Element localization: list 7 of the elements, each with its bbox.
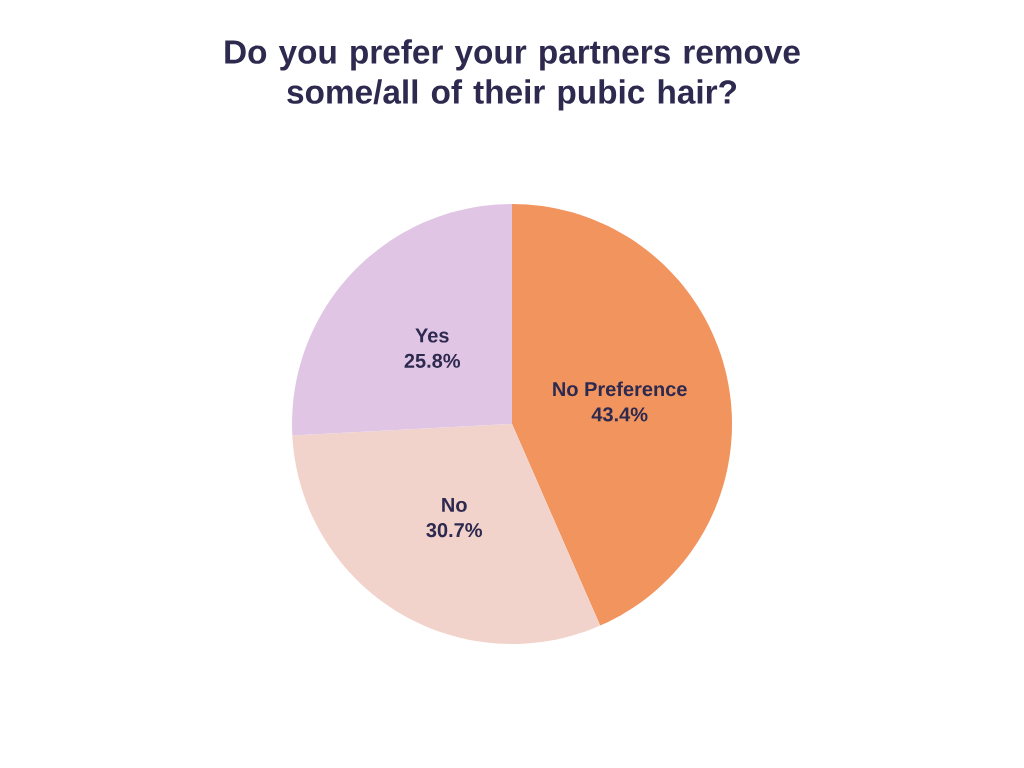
slice-label: No — [442, 497, 467, 512]
data-label: 43.4% — [591, 407, 648, 422]
data-label: 30.7% — [426, 523, 483, 538]
chart-title: Do you prefer your partners remove some/all of their pubic hair? — [225, 39, 800, 111]
data-label: 25.8% — [404, 353, 461, 368]
slice-label: Yes — [415, 328, 449, 343]
slice-label: No Preference — [553, 381, 687, 397]
